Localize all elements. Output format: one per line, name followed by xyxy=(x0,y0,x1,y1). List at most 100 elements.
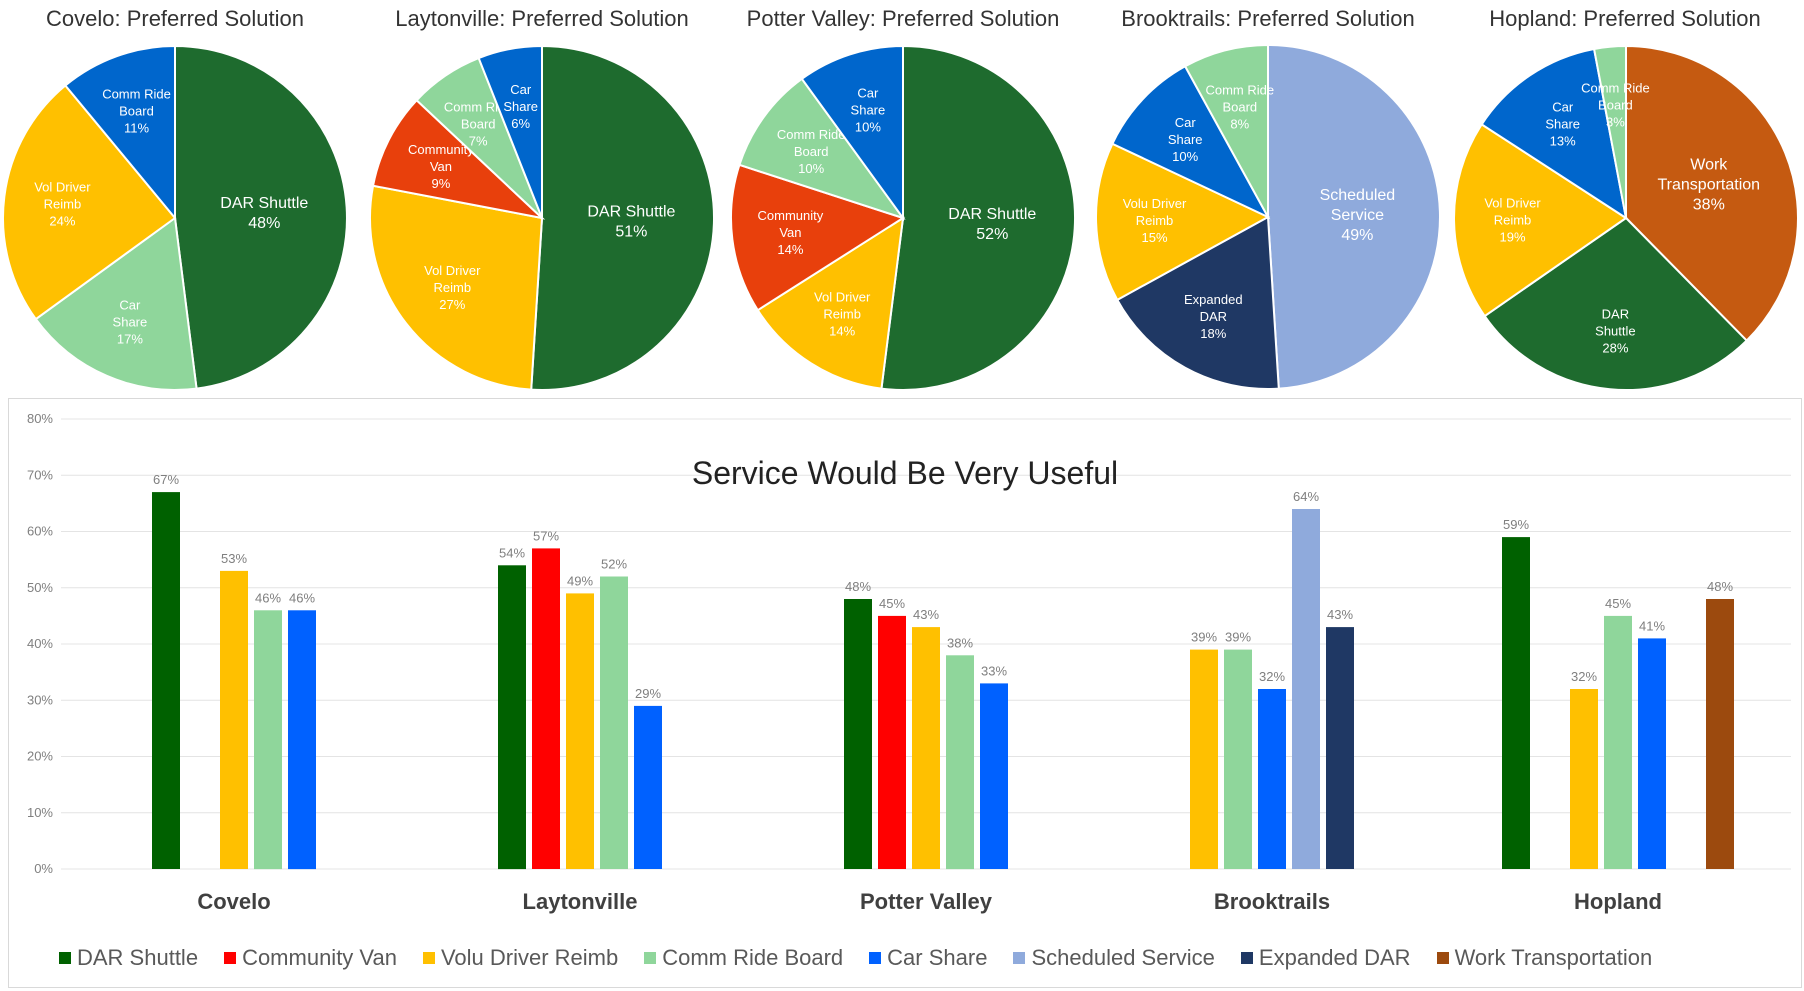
bar-data-label: 41% xyxy=(1639,618,1665,633)
bar-chart-legend: DAR Shuttle Community Van Volu Driver Reim… xyxy=(59,945,1652,971)
legend-swatch xyxy=(59,952,71,964)
y-tick-label: 10% xyxy=(27,805,53,820)
y-tick-label: 30% xyxy=(27,692,53,707)
pie-slice-label: Transportation xyxy=(1658,177,1761,194)
bar-brooktrails-scheduled-service xyxy=(1292,509,1320,869)
pie-title: Brooktrails: Preferred Solution xyxy=(1121,6,1415,31)
pie-slice-label: Share xyxy=(113,315,148,330)
pie-slice-percent: 15% xyxy=(1141,230,1167,245)
pie-slice-percent: 9% xyxy=(432,176,451,191)
legend-item-work-transportation: Work Transportation xyxy=(1436,945,1652,971)
legend-item-scheduled-service: Scheduled Service xyxy=(1013,945,1215,971)
pie-slice-label: Comm Ride xyxy=(444,100,513,115)
bar-potter-valley-dar-shuttle xyxy=(844,599,872,869)
pie-panel-brooktrails: Brooktrails: Preferred Solution Schedule… xyxy=(1082,0,1454,395)
pie-slice-label: Comm Ride xyxy=(1205,83,1274,98)
pie-slice-label: Share xyxy=(1545,116,1580,131)
pie-slice-label: Community xyxy=(758,208,824,223)
pie-slice-label: Car xyxy=(1552,99,1574,114)
bar-brooktrails-car-share xyxy=(1258,689,1286,869)
x-category-label: Hopland xyxy=(1574,889,1662,914)
pie-slice-label: Scheduled xyxy=(1320,187,1396,204)
legend-swatch xyxy=(1240,952,1253,964)
pie-slice-label: Van xyxy=(779,225,801,240)
bar-data-label: 54% xyxy=(499,545,525,560)
legend-item-expanded-dar: Expanded DAR xyxy=(1240,945,1411,971)
pie-chart-hopland: Work Transportation 38% DAR Shuttle 28% Vol Dr… xyxy=(1453,44,1799,391)
bar-brooktrails-expanded-dar xyxy=(1326,627,1354,869)
pie-slice-label: Share xyxy=(1168,132,1203,147)
bar-data-label: 64% xyxy=(1293,489,1319,504)
bar-laytonville-dar-shuttle xyxy=(498,565,526,870)
x-category-label: Potter Valley xyxy=(860,889,993,914)
bar-data-label: 46% xyxy=(289,590,315,605)
pie-slice-car-share xyxy=(477,44,543,219)
pie-slice-car-share xyxy=(800,44,904,222)
legend-label: DAR Shuttle xyxy=(77,945,199,970)
bar-data-label: 48% xyxy=(845,579,871,594)
bar-data-label: 43% xyxy=(913,607,939,622)
pie-slice-volu-driver-reimb xyxy=(1095,142,1271,302)
pie-slice-percent: 19% xyxy=(1499,229,1525,244)
pie-slice-comm-ride-board xyxy=(1183,43,1269,218)
bar-chart-panel: 0% 10% 20% 30% 40% 50% 60% 70% 80% 67% 53% 46% 46% Co… xyxy=(8,398,1802,988)
pie-slice-car-share xyxy=(1111,64,1271,220)
pie-slice-community-van xyxy=(371,98,546,220)
bar-brooktrails-volu-driver-reimb xyxy=(1190,649,1218,869)
bar-data-label: 32% xyxy=(1571,669,1597,684)
pie-slice-label: Board xyxy=(1222,100,1257,115)
pie-title: Laytonville: Preferred Solution xyxy=(395,6,689,31)
pie-slice-label: DAR Shuttle xyxy=(948,206,1036,223)
legend-label: Scheduled Service xyxy=(1031,945,1215,970)
bar-potter-valley-comm-ride-board xyxy=(946,655,974,870)
bar-laytonville-car-share xyxy=(634,705,662,869)
bar-potter-valley-car-share xyxy=(980,683,1008,869)
y-tick-label: 80% xyxy=(27,411,53,426)
pie-slice-label: Board xyxy=(1598,98,1633,113)
bar-laytonville-community-van xyxy=(532,548,560,869)
pie-slice-percent: 48% xyxy=(248,215,280,232)
pie-slice-percent: 14% xyxy=(777,242,803,257)
pie-slice-percent: 49% xyxy=(1341,227,1373,244)
bar-data-label: 53% xyxy=(221,551,247,566)
pie-slice-car-share xyxy=(34,216,198,391)
pie-slice-percent: 52% xyxy=(976,226,1008,243)
bar-data-label: 45% xyxy=(879,596,905,611)
pie-slice-percent: 24% xyxy=(49,213,75,228)
bar-data-label: 38% xyxy=(947,635,973,650)
bar-chart-title: Service Would Be Very Useful xyxy=(691,455,1119,491)
pie-slice-label: Car xyxy=(1175,115,1197,130)
pie-slice-label: Comm Ride xyxy=(777,127,846,142)
bar-covelo-car-share xyxy=(288,610,316,870)
pie-slice-comm-ride-board xyxy=(1592,44,1627,219)
pie-slice-label: Board xyxy=(794,144,829,159)
pie-slice-percent: 10% xyxy=(1172,149,1198,164)
bar-data-label: 57% xyxy=(533,528,559,543)
pie-slice-label: Community xyxy=(408,142,474,157)
pie-slice-dar-shuttle xyxy=(174,44,348,390)
pie-panel-covelo: Covelo: Preferred Solution DAR Shuttle 48… xyxy=(0,0,350,395)
legend-swatch xyxy=(1436,952,1449,964)
bar-data-label: 39% xyxy=(1191,630,1217,645)
legend-label: Car Share xyxy=(887,945,988,970)
legend-item-dar-shuttle: DAR Shuttle xyxy=(59,945,198,971)
bar-brooktrails-comm-ride-board xyxy=(1224,649,1252,869)
legend-label: Comm Ride Board xyxy=(662,945,844,970)
pie-slice-percent: 3% xyxy=(1606,115,1625,130)
pie-slice-label: Vol Driver xyxy=(34,179,91,194)
bar-hopland-comm-ride-board xyxy=(1604,615,1632,869)
x-category-label: Covelo xyxy=(197,889,270,914)
pie-panel-laytonville: Laytonville: Preferred Solution DAR Shut… xyxy=(357,0,727,395)
pie-slice-percent: 38% xyxy=(1693,197,1725,214)
bar-data-label: 59% xyxy=(1503,517,1529,532)
bar-hopland-work-transportation xyxy=(1706,599,1734,869)
pie-slice-label: Car xyxy=(510,82,532,97)
pie-slice-work-transportation xyxy=(1625,44,1799,342)
pie-slice-label: Reimb xyxy=(823,306,861,321)
y-tick-label: 0% xyxy=(34,861,53,876)
bar-covelo-comm-ride-board xyxy=(254,610,282,870)
legend-item-community-van: Community Van xyxy=(224,945,397,971)
bar-data-label: 39% xyxy=(1225,630,1251,645)
bar-potter-valley-community-van xyxy=(878,615,906,869)
pie-slice-label: Service xyxy=(1331,207,1384,224)
